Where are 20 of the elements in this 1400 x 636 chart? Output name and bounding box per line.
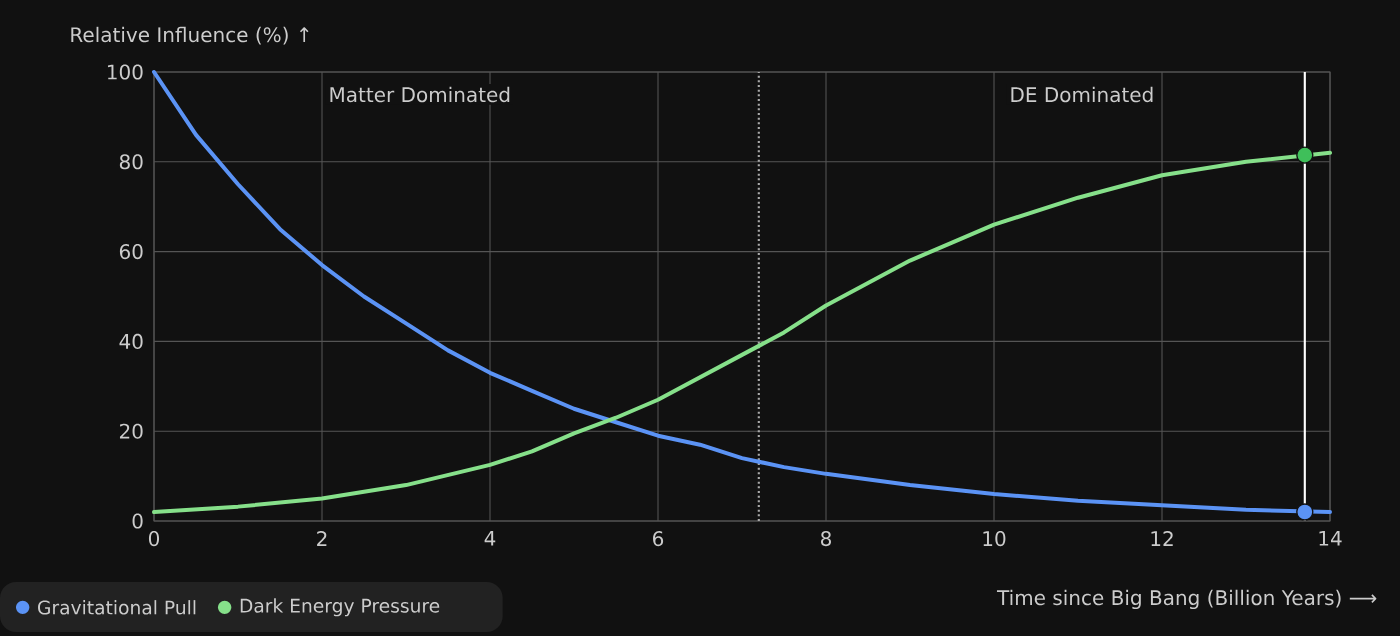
annotation: Matter Dominated <box>330 86 510 103</box>
x-axis-title: Time since Big Bang (Billion Years) ⟶ <box>996 589 1377 610</box>
x-tick-label: 10 <box>983 531 1006 547</box>
y-axis-title: Relative Influence (%) ↑ <box>71 26 309 45</box>
x-tick-label: 14 <box>1319 531 1342 546</box>
legend-label: Gravitational Pull <box>38 600 196 615</box>
y-tick-label: 20 <box>119 423 143 439</box>
x-tick-label: 8 <box>821 531 831 547</box>
y-tick-label: 40 <box>119 333 143 349</box>
x-tick-label: 2 <box>317 531 327 546</box>
y-tick-label: 60 <box>119 244 143 260</box>
x-tick-label: 4 <box>484 531 496 546</box>
y-tick-label: 100 <box>107 64 143 80</box>
annotation: DE Dominated <box>1011 86 1153 103</box>
x-tick-label: 0 <box>148 531 160 547</box>
x-tick-label: 6 <box>653 531 664 547</box>
legend-label: Dark Energy Pressure <box>240 598 440 617</box>
y-tick-label: 0 <box>132 513 143 529</box>
y-tick-label: 80 <box>119 154 143 170</box>
x-tick-label: 12 <box>1151 531 1173 546</box>
